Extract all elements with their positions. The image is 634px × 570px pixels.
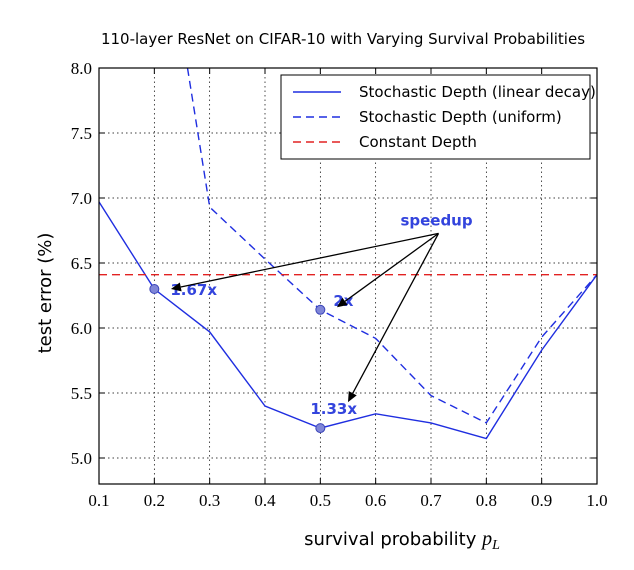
legend-label: Stochastic Depth (linear decay) bbox=[359, 83, 596, 101]
marker-label: 1.67x bbox=[170, 281, 217, 299]
x-tick-label: 0.5 bbox=[310, 491, 331, 510]
x-axis-label-sub: L bbox=[491, 538, 500, 553]
y-tick-label: 6.0 bbox=[71, 319, 92, 338]
x-tick-label: 0.4 bbox=[254, 491, 276, 510]
annotation-layer: speedup bbox=[170, 211, 473, 403]
annotation-arrow bbox=[352, 233, 440, 394]
tick-layer: 0.1 0.2 0.3 0.4 0.5 0.6 0.7 0.8 0.9 1.0 5.0 5.5 6.0 6… bbox=[71, 59, 608, 510]
annotation-text: speedup bbox=[400, 211, 472, 229]
y-tick-label: 5.5 bbox=[71, 384, 92, 403]
legend: Stochastic Depth (linear decay) Stochasti… bbox=[280, 74, 596, 160]
x-axis-label: survival probability pL bbox=[304, 528, 500, 553]
y-tick-label: 7.5 bbox=[71, 124, 92, 143]
marker-label: 1.33x bbox=[310, 400, 357, 418]
x-tick-label: 0.1 bbox=[88, 491, 109, 510]
chart-title: 110-layer ResNet on CIFAR-10 with Varyin… bbox=[101, 30, 585, 48]
annotation-arrowhead bbox=[336, 297, 348, 308]
x-tick-label: 0.9 bbox=[531, 491, 552, 510]
x-axis-label-text: survival probability bbox=[304, 529, 482, 550]
data-point-marker bbox=[315, 423, 326, 434]
plot-frame bbox=[98, 67, 598, 485]
data-point-marker bbox=[149, 284, 160, 294]
annotation-arrow bbox=[344, 232, 439, 302]
annotation-arrowhead bbox=[348, 391, 357, 403]
x-tick-label: 1.0 bbox=[586, 491, 607, 510]
marker-layer: 1.67x2x1.33x bbox=[149, 281, 357, 434]
y-tick-label: 7.0 bbox=[71, 189, 92, 208]
series-line-1 bbox=[98, 201, 598, 440]
legend-label: Constant Depth bbox=[359, 133, 477, 151]
data-point-marker bbox=[315, 304, 326, 315]
x-tick-label: 0.2 bbox=[144, 491, 165, 510]
x-tick-label: 0.8 bbox=[476, 491, 497, 510]
legend-label: Stochastic Depth (uniform) bbox=[359, 108, 562, 126]
annotation-arrowhead bbox=[170, 282, 182, 292]
series-line-2 bbox=[186, 67, 598, 424]
y-tick-label: 6.5 bbox=[71, 254, 92, 273]
x-axis-label-var: p bbox=[480, 528, 492, 550]
y-tick-label: 5.0 bbox=[71, 449, 92, 468]
x-tick-label: 0.3 bbox=[199, 491, 220, 510]
series-layer bbox=[98, 67, 598, 440]
x-tick-label: 0.7 bbox=[420, 491, 442, 510]
y-axis-label: test error (%) bbox=[35, 233, 56, 354]
y-tick-label: 8.0 bbox=[71, 59, 92, 78]
x-tick-label: 0.6 bbox=[365, 491, 386, 510]
annotation-arrow bbox=[180, 232, 439, 288]
